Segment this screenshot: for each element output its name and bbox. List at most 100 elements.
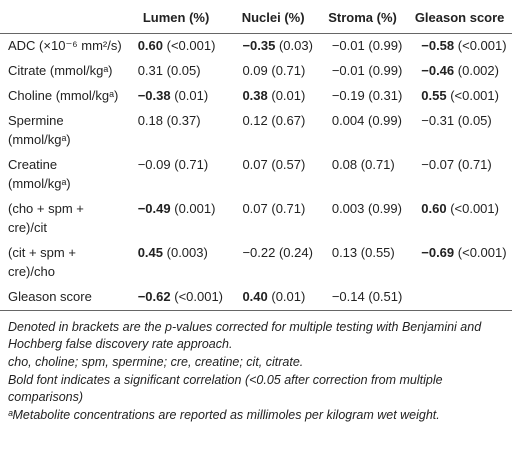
column-header: Lumen (%) — [123, 6, 229, 34]
coefficient: −0.49 — [137, 201, 171, 216]
table-row: (cit + spm + cre)/cho 0.45 (0.003) −0.22 (… — [0, 241, 512, 285]
coefficient: 0.07 — [242, 201, 268, 216]
p-value: (0.71) — [271, 63, 306, 78]
cell: 0.09 (0.71) — [228, 59, 317, 84]
row-label: ADC (×10⁻⁶ mm²/s) — [8, 38, 122, 53]
cell: 0.08 (0.71) — [318, 153, 407, 197]
p-value: (<0.001) — [174, 289, 224, 304]
cell: 0.12 (0.67) — [228, 109, 317, 153]
cell: −0.62 (<0.001) — [123, 285, 229, 311]
row-label: Gleason score — [0, 285, 124, 311]
cell: −0.35 (0.03) — [228, 34, 317, 60]
coefficient: 0.18 — [137, 113, 164, 128]
cell: 0.55 (<0.001) — [407, 84, 512, 109]
cell: 0.31 (0.05) — [124, 59, 229, 84]
p-value: (0.002) — [457, 63, 499, 78]
table-body: ADC (×10⁻⁶ mm²/s) 0.60 (<0.001) −0.35 (0.0… — [0, 34, 512, 311]
p-value: (0.01) — [174, 88, 209, 103]
p-value: (0.01) — [271, 289, 306, 304]
coefficient: −0.69 — [421, 245, 455, 260]
p-value: (0.03) — [278, 38, 313, 53]
coefficient: 0.12 — [242, 113, 268, 128]
p-value: (0.71) — [174, 157, 209, 172]
table-row: Creatine (mmol/kgᵃ) −0.09 (0.71) 0.07 (0.5… — [0, 153, 512, 197]
p-value: (<0.001) — [457, 38, 507, 53]
p-value: (0.67) — [271, 113, 306, 128]
row-label: (cit + spm + cre)/cho — [8, 245, 76, 279]
p-value: (0.71) — [360, 157, 395, 172]
cell — [407, 285, 512, 311]
p-value: (0.99) — [368, 63, 403, 78]
coefficient: 0.31 — [137, 63, 164, 78]
cell: −0.01 (0.99) — [318, 34, 407, 60]
p-value: (0.99) — [368, 201, 402, 216]
p-value: (<0.001) — [450, 201, 499, 216]
footnote: cho, choline; spm, spermine; cre, creati… — [8, 355, 304, 369]
coefficient: 0.08 — [331, 157, 358, 172]
p-value: (0.05) — [457, 113, 492, 128]
table-row: Choline (mmol/kgᵃ) −0.38 (0.01) 0.38 (0.01… — [0, 84, 512, 109]
coefficient: 0.003 — [331, 201, 365, 216]
coefficient: 0.40 — [242, 289, 268, 304]
p-value: (<0.001) — [457, 245, 507, 260]
coefficient: 0.004 — [331, 113, 365, 128]
row-label: Spermine (mmol/kgᵃ) — [8, 113, 71, 147]
column-header: Nuclei (%) — [228, 6, 318, 34]
coefficient: 0.60 — [137, 38, 164, 53]
coefficient: 0.45 — [137, 245, 164, 260]
cell: −0.14 (0.51) — [317, 285, 408, 311]
cell: −0.19 (0.31) — [318, 84, 407, 109]
row-label: Creatine (mmol/kgᵃ) — [8, 157, 71, 191]
coefficient: −0.07 — [421, 157, 455, 172]
footnotes: Denoted in brackets are the p-values cor… — [0, 311, 512, 424]
coefficient: −0.58 — [421, 38, 455, 53]
coefficient: −0.01 — [331, 38, 365, 53]
p-value: (0.57) — [271, 157, 306, 172]
coefficient: −0.38 — [137, 88, 171, 103]
cell: −0.07 (0.71) — [407, 153, 512, 197]
cell: −0.09 (0.71) — [124, 153, 229, 197]
cell: −0.22 (0.24) — [228, 241, 317, 285]
footnote: Denoted in brackets are the p-values cor… — [8, 320, 482, 351]
results-table: Lumen (%) Nuclei (%) Stroma (%) Gleason sco… — [0, 6, 512, 311]
p-value: (0.99) — [368, 38, 403, 53]
p-value: (0.31) — [368, 88, 403, 103]
cell: 0.07 (0.57) — [228, 153, 317, 197]
p-value: (0.51) — [368, 289, 403, 304]
table-row: (cho + spm + cre)/cit −0.49 (0.001) 0.07 (… — [0, 197, 512, 241]
coefficient: −0.31 — [421, 113, 455, 128]
p-value: (0.37) — [166, 113, 201, 128]
p-value: (0.99) — [368, 113, 402, 128]
table-row: Spermine (mmol/kgᵃ) 0.18 (0.37) 0.12 (0.67… — [0, 109, 512, 153]
cell: 0.60 (<0.001) — [124, 34, 229, 60]
p-value: (0.71) — [457, 157, 492, 172]
page: Lumen (%) Nuclei (%) Stroma (%) Gleason sco… — [0, 6, 512, 455]
column-header: Gleason score — [407, 6, 512, 34]
p-value: (0.001) — [174, 201, 216, 216]
coefficient: 0.13 — [331, 245, 358, 260]
coefficient: −0.14 — [331, 289, 365, 304]
cell: −0.01 (0.99) — [318, 59, 407, 84]
table-row: Gleason score −0.62 (<0.001) 0.40 (0.01) −0… — [0, 285, 512, 311]
coefficient: −0.35 — [242, 38, 276, 53]
cell: 0.38 (0.01) — [228, 84, 317, 109]
cell: 0.40 (0.01) — [228, 285, 318, 311]
column-header: Stroma (%) — [317, 6, 408, 34]
row-label: Choline (mmol/kgᵃ) — [8, 88, 119, 103]
coefficient: 0.38 — [242, 88, 268, 103]
p-value: (<0.001) — [450, 88, 499, 103]
cell: −0.46 (0.002) — [407, 59, 512, 84]
header-row: Lumen (%) Nuclei (%) Stroma (%) Gleason sco… — [0, 6, 512, 34]
coefficient: −0.22 — [242, 245, 276, 260]
cell: 0.60 (<0.001) — [407, 197, 512, 241]
p-value: (0.003) — [166, 245, 208, 260]
cell: −0.38 (0.01) — [124, 84, 229, 109]
coefficient: 0.60 — [421, 201, 447, 216]
cell: 0.003 (0.99) — [318, 197, 407, 241]
cell: 0.18 (0.37) — [124, 109, 229, 153]
row-label: (cho + spm + cre)/cit — [8, 201, 84, 235]
coefficient: −0.46 — [421, 63, 455, 78]
coefficient: 0.07 — [242, 157, 268, 172]
cell: 0.004 (0.99) — [318, 109, 407, 153]
coefficient: 0.09 — [242, 63, 268, 78]
